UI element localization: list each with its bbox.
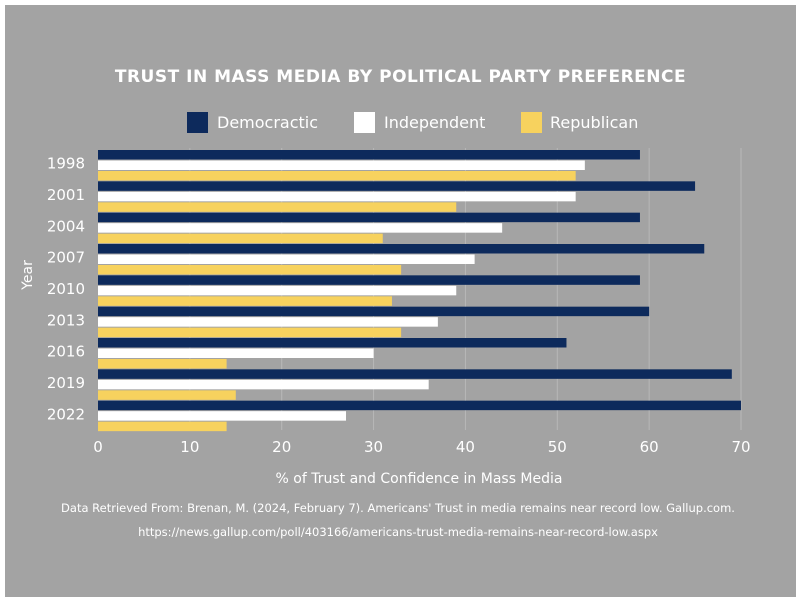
y-tick-labels: 1998 2001 2004 2007 2010 2013 2016 2019 2022 — [47, 155, 85, 424]
bar-chart: TRUST IN MASS MEDIA BY POLITICAL PARTY P… — [20, 67, 751, 539]
bar-republican-2022 — [98, 421, 227, 432]
legend-swatch-democractic — [187, 112, 208, 133]
bar-republican-2004 — [98, 233, 383, 244]
x-tick-label: 30 — [364, 438, 383, 456]
legend-swatch-independent — [354, 112, 375, 133]
bar-democractic-2022 — [98, 400, 741, 411]
source-citation: Data Retrieved From: Brenan, M. (2024, F… — [61, 501, 735, 515]
bar-democractic-2010 — [98, 275, 640, 285]
x-tick-label: 40 — [456, 438, 475, 456]
bar-republican-2013 — [98, 327, 402, 338]
legend: Democractic Independent Republican — [187, 112, 638, 133]
y-axis-label: Year — [20, 260, 36, 291]
x-tick-labels: 0 10 20 30 40 50 60 70 — [93, 438, 750, 456]
legend-swatch-republican — [521, 112, 542, 133]
x-tick-label: 50 — [548, 438, 567, 456]
bars — [98, 150, 741, 432]
bar-republican-2019 — [98, 390, 236, 400]
bar-independent-2001 — [98, 191, 576, 202]
y-tick-label: 2022 — [47, 405, 85, 423]
bar-republican-2001 — [98, 202, 457, 212]
y-tick-label: 2016 — [47, 343, 85, 361]
bar-independent-2022 — [98, 411, 347, 421]
y-tick-label: 2001 — [47, 186, 85, 204]
bar-democractic-2004 — [98, 212, 640, 223]
x-tick-label: 60 — [640, 438, 659, 456]
chart-title: TRUST IN MASS MEDIA BY POLITICAL PARTY P… — [115, 67, 686, 87]
y-tick-label: 2007 — [47, 249, 85, 267]
source-url: https://news.gallup.com/poll/403166/amer… — [138, 525, 658, 539]
y-tick-label: 2019 — [47, 374, 85, 392]
bar-republican-2016 — [98, 359, 227, 369]
bar-democractic-1998 — [98, 150, 640, 160]
bar-republican-2010 — [98, 296, 392, 306]
x-axis-label: % of Trust and Confidence in Mass Media — [276, 471, 563, 487]
legend-label-republican: Republican — [550, 113, 638, 132]
bar-democractic-2016 — [98, 338, 567, 348]
bar-independent-2004 — [98, 223, 503, 233]
bar-independent-2010 — [98, 285, 457, 296]
y-tick-label: 1998 — [47, 155, 85, 173]
chart-panel: TRUST IN MASS MEDIA BY POLITICAL PARTY P… — [5, 5, 796, 597]
bar-independent-2016 — [98, 348, 374, 358]
x-tick-label: 20 — [272, 438, 291, 456]
x-tick-label: 10 — [180, 438, 199, 456]
bar-republican-1998 — [98, 171, 576, 181]
bar-independent-2019 — [98, 379, 429, 390]
bar-democractic-2013 — [98, 306, 650, 317]
bar-independent-1998 — [98, 160, 585, 170]
bar-democractic-2007 — [98, 244, 705, 254]
y-tick-label: 2013 — [47, 311, 85, 329]
legend-label-independent: Independent — [384, 113, 485, 132]
bar-independent-2013 — [98, 317, 438, 327]
bar-republican-2007 — [98, 265, 402, 275]
y-tick-label: 2004 — [47, 217, 85, 235]
bar-democractic-2019 — [98, 369, 732, 379]
legend-label-democractic: Democractic — [217, 113, 318, 132]
x-tick-label: 0 — [93, 438, 103, 456]
bar-independent-2007 — [98, 254, 475, 264]
y-tick-label: 2010 — [47, 280, 85, 298]
x-tick-label: 70 — [731, 438, 750, 456]
bar-democractic-2001 — [98, 181, 696, 191]
